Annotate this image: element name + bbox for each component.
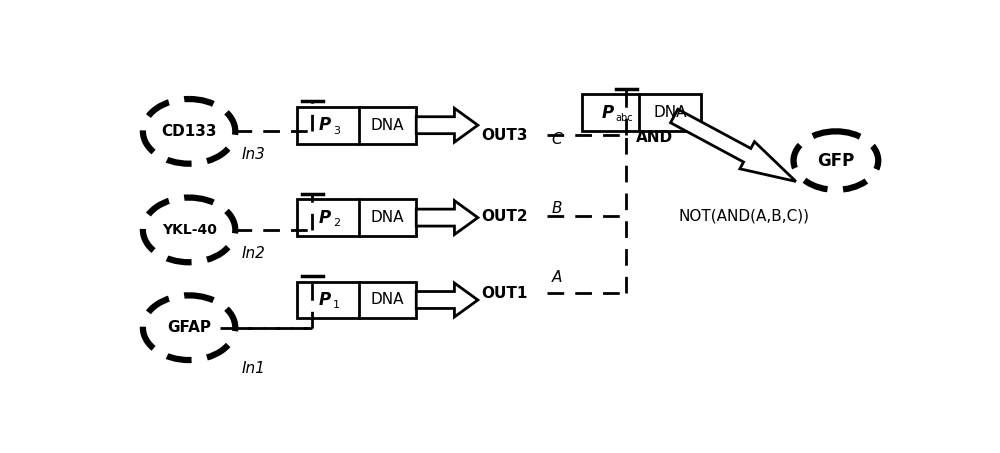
Text: P: P bbox=[601, 104, 613, 122]
Text: DNA: DNA bbox=[371, 118, 404, 133]
Text: P: P bbox=[319, 116, 331, 134]
Text: OUT2: OUT2 bbox=[482, 208, 528, 224]
Text: B: B bbox=[552, 201, 562, 216]
Text: DNA: DNA bbox=[371, 293, 404, 308]
Text: OUT1: OUT1 bbox=[482, 285, 528, 300]
Polygon shape bbox=[416, 201, 478, 235]
Bar bbox=[582, 94, 701, 131]
Text: In1: In1 bbox=[241, 361, 265, 376]
Polygon shape bbox=[416, 283, 478, 317]
Bar bbox=[297, 107, 416, 144]
Text: 3: 3 bbox=[333, 125, 340, 135]
Text: 2: 2 bbox=[333, 218, 340, 228]
Bar bbox=[297, 281, 416, 318]
Text: AND: AND bbox=[636, 130, 673, 145]
Text: P: P bbox=[319, 208, 331, 226]
Text: OUT3: OUT3 bbox=[482, 128, 528, 143]
Text: abc: abc bbox=[616, 113, 633, 123]
Bar bbox=[297, 199, 416, 236]
Text: 1: 1 bbox=[333, 300, 340, 310]
Text: In3: In3 bbox=[241, 147, 265, 162]
Text: A: A bbox=[552, 270, 562, 285]
Polygon shape bbox=[671, 109, 796, 181]
Text: GFAP: GFAP bbox=[167, 320, 211, 335]
Text: C: C bbox=[552, 131, 562, 147]
Text: CD133: CD133 bbox=[161, 124, 217, 139]
Polygon shape bbox=[416, 108, 478, 142]
Text: NOT(AND(A,B,C)): NOT(AND(A,B,C)) bbox=[678, 208, 809, 224]
Text: DNA: DNA bbox=[371, 210, 404, 225]
Text: YKL-40: YKL-40 bbox=[162, 223, 217, 237]
Text: P: P bbox=[319, 291, 331, 309]
Text: DNA: DNA bbox=[653, 106, 687, 120]
Text: GFP: GFP bbox=[817, 152, 855, 169]
Text: In2: In2 bbox=[241, 246, 265, 260]
